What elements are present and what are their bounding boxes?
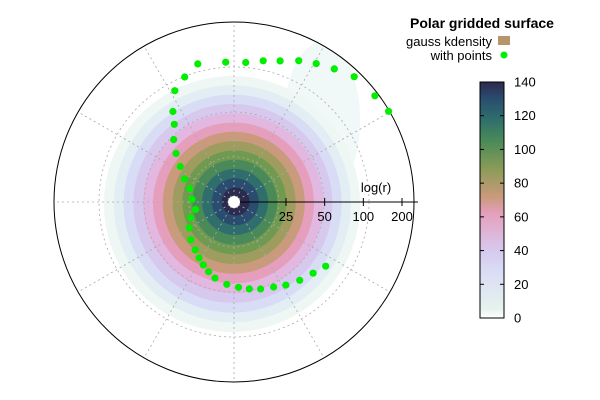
data-point: [385, 107, 393, 115]
legend-label-kdensity: gauss kdensity: [406, 34, 492, 49]
data-point: [186, 184, 194, 193]
data-point: [322, 262, 330, 270]
data-point: [170, 120, 178, 128]
data-point: [276, 57, 284, 65]
data-point: [257, 285, 265, 293]
data-point: [309, 269, 317, 277]
grid-spoke-240: [143, 201, 235, 359]
data-point: [211, 274, 219, 282]
data-point: [191, 205, 200, 214]
colorbar-tick-label-120: 120: [514, 108, 536, 123]
colorbar-tick-label-0: 0: [514, 311, 521, 326]
data-point: [234, 283, 243, 291]
legend: gauss kdensity with points: [406, 34, 510, 63]
data-point: [172, 149, 180, 157]
colorbar-tick-label-60: 60: [514, 209, 528, 224]
data-point: [185, 224, 193, 232]
data-point: [295, 57, 303, 65]
data-point: [170, 136, 178, 144]
colorbar-gradient: [479, 81, 505, 319]
data-point: [350, 73, 358, 81]
data-point: [187, 214, 195, 222]
data-point: [242, 58, 250, 67]
radial-axis: 25 50 100 200 log(r): [234, 180, 418, 224]
data-point: [371, 92, 379, 100]
data-point: [282, 281, 290, 289]
data-points: [169, 57, 393, 293]
data-point: [195, 254, 203, 262]
radial-tick-label-200: 200: [391, 209, 413, 224]
grid-spoke-210: [77, 201, 235, 293]
colorbar: 0 20 40 60 80 100 120 140: [479, 75, 536, 326]
radial-tick-label-100: 100: [352, 209, 374, 224]
radial-tick-label-50: 50: [317, 209, 331, 224]
colorbar-tick-label-80: 80: [514, 176, 528, 191]
data-point: [330, 65, 338, 73]
grid-spoke-300: [233, 201, 325, 359]
colorbar-tick-label-20: 20: [514, 277, 528, 292]
density-surface: [104, 42, 360, 332]
radial-axis-label: log(r): [361, 180, 391, 195]
grid-spoke-60: [233, 45, 325, 203]
data-point: [171, 87, 179, 95]
grid-spoke-30: [233, 111, 391, 203]
legend-swatch-kdensity: [498, 36, 510, 45]
data-point: [270, 283, 278, 291]
data-point: [188, 195, 196, 203]
data-point: [245, 285, 253, 293]
data-point: [191, 246, 199, 254]
origin-marker: [228, 196, 240, 208]
chart-title: Polar gridded surface: [410, 15, 554, 31]
data-point: [181, 73, 189, 81]
colorbar-tick-label-140: 140: [514, 75, 536, 90]
data-point: [296, 276, 304, 284]
grid-spoke-120: [143, 45, 235, 203]
radial-tick-label-25: 25: [279, 209, 293, 224]
legend-marker-points: [500, 51, 508, 59]
grid-spoke-150: [77, 111, 235, 203]
legend-label-points: with points: [430, 48, 493, 63]
grid-spoke-330: [233, 201, 391, 293]
data-point: [180, 175, 189, 183]
data-point: [199, 261, 207, 269]
colorbar-tick-label-100: 100: [514, 142, 536, 157]
data-point: [176, 162, 184, 171]
data-point: [194, 60, 202, 68]
data-point: [223, 280, 231, 288]
data-point: [169, 107, 177, 116]
data-point: [259, 57, 267, 65]
data-point: [187, 236, 195, 244]
colorbar-tick-label-40: 40: [514, 243, 528, 258]
data-point: [222, 58, 230, 66]
data-point: [312, 60, 320, 68]
data-point: [205, 268, 213, 276]
